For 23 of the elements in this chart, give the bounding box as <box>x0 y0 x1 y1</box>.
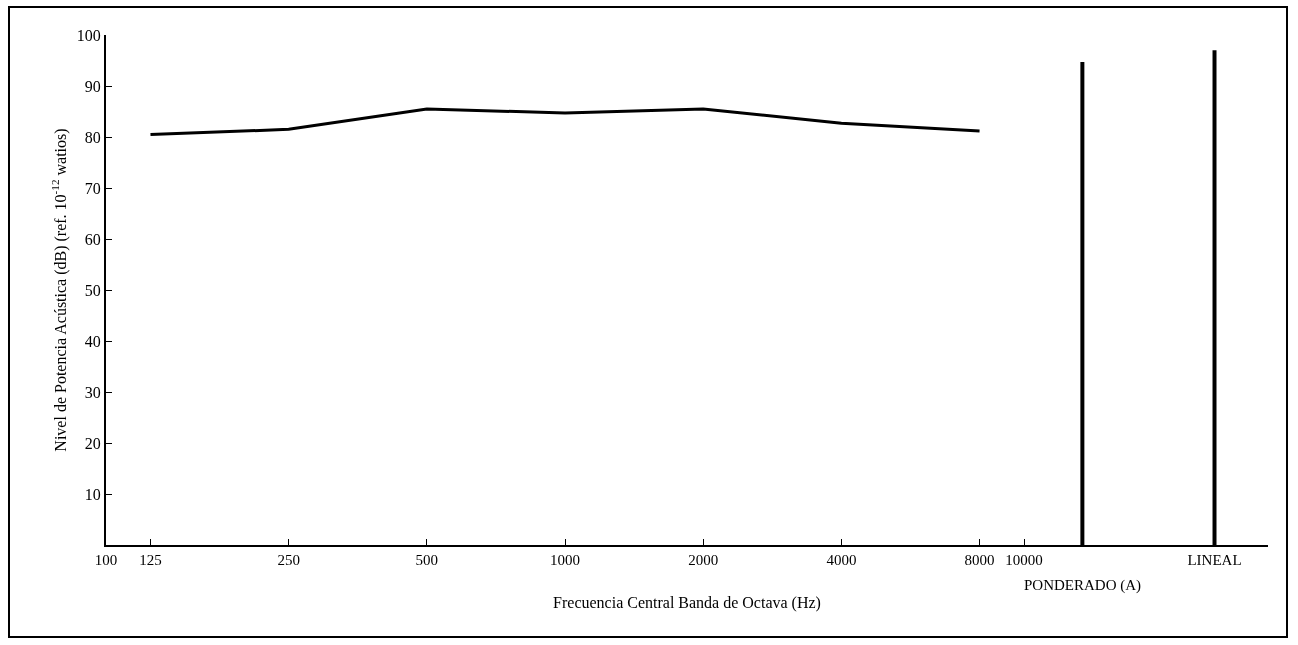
line-series <box>148 107 982 136</box>
y-tick-label: 90 <box>84 77 101 95</box>
x-axis-title: Frecuencia Central Banda de Octava (Hz) <box>553 594 821 613</box>
y-tick-label: 80 <box>84 128 101 146</box>
y-tick-label: 30 <box>84 383 101 401</box>
y-tick-label: 50 <box>84 281 101 299</box>
y-tick-label: 70 <box>84 179 101 197</box>
x-tick-label: 250 <box>277 552 300 568</box>
x-tick-label: 1000 <box>550 552 581 568</box>
x-tick-label: 500 <box>415 552 439 568</box>
y-tick-label: 10 <box>84 485 101 503</box>
x-tick-label: LINEAL <box>1187 552 1242 568</box>
y-tick-label: 100 <box>76 26 101 44</box>
y-tick-label: 20 <box>84 434 101 452</box>
y-tick-label: 60 <box>84 230 101 248</box>
x-tick-label: 2000 <box>688 552 719 568</box>
x-tick-label: 4000 <box>826 552 857 568</box>
y-tick-label: 40 <box>84 332 101 350</box>
x-tick-label: 100 <box>94 552 118 568</box>
x-tick-label: 10000 <box>1005 552 1043 568</box>
x-tick-label: 125 <box>139 552 162 568</box>
text: PONDERADO (A) <box>1024 577 1142 594</box>
x-tick-label: 8000 <box>964 552 995 568</box>
